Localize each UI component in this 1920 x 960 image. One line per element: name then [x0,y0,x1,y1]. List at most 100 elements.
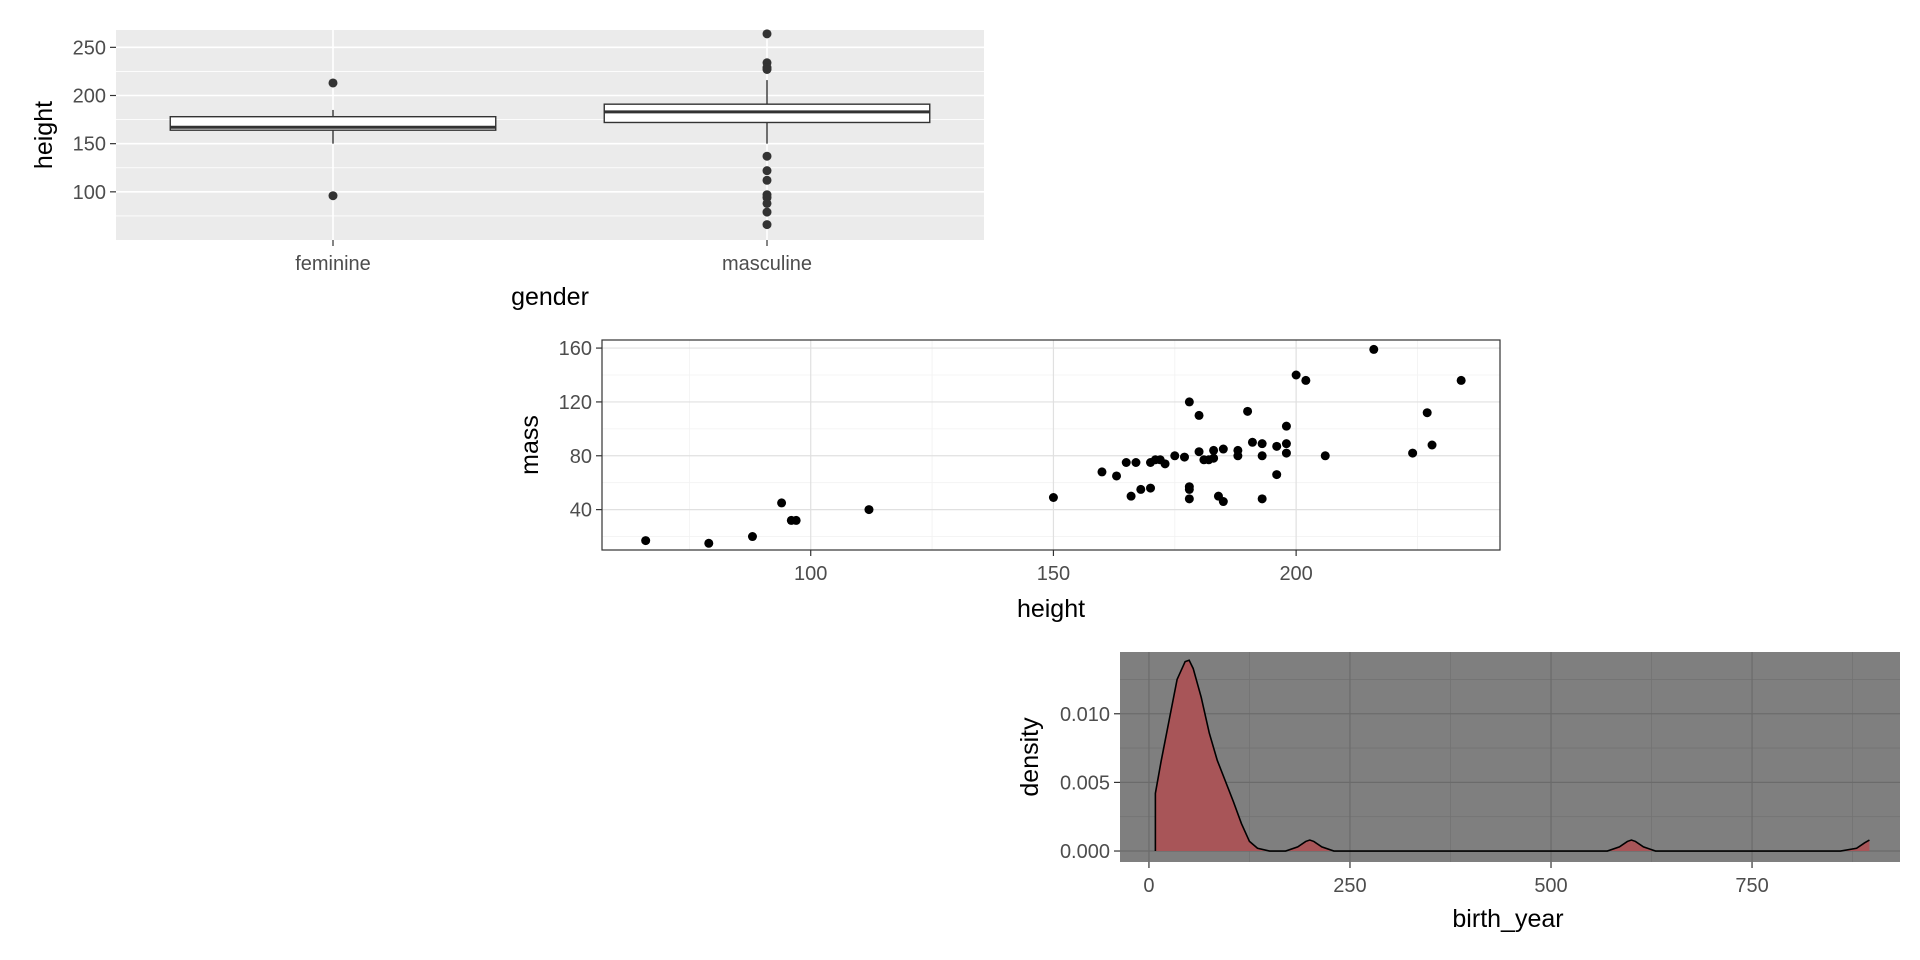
scatter-point [864,505,874,515]
y-tick-label: 250 [73,37,106,59]
x-tick-label: 250 [1333,875,1366,897]
y-tick-label: 120 [559,392,592,414]
scatter-point [777,498,787,508]
boxplot-boxes [169,29,931,230]
x-tick-label: 750 [1735,875,1768,897]
scatter-point [1184,494,1194,504]
scatter-point [1121,458,1131,467]
scatter-panel: 40 80 120 160 100 150 200 mass height [516,338,1501,623]
density-plot-background [1120,652,1900,862]
x-tick-label: 150 [1037,563,1070,585]
scatter-point [1257,451,1267,461]
outlier-point [762,175,772,185]
boxplot-x-axis: feminine masculine [295,240,812,275]
boxplot-y-axis-title: height [30,101,58,169]
outlier-point [328,191,338,201]
scatter-point [1218,497,1228,507]
outlier-point [762,207,772,217]
scatter-point [747,532,757,542]
scatter-point [704,538,714,548]
boxplot-plot-background [116,30,984,240]
scatter-point [1247,437,1257,447]
scatter-point [1218,444,1228,454]
scatter-point [1408,448,1418,458]
scatter-plot-background [602,340,1500,550]
boxplot-y-axis: 100 150 200 250 [73,37,116,204]
scatter-point [1209,453,1219,463]
scatter-point [1184,397,1194,407]
y-tick-label: 0.010 [1060,704,1110,726]
scatter-point [1369,344,1379,354]
x-tick-label: 500 [1534,875,1567,897]
scatter-point [1146,483,1156,493]
scatter-y-axis-title: mass [516,415,544,475]
scatter-point [1209,445,1219,455]
density-curve [1154,659,1870,852]
scatter-points [641,344,1466,548]
y-tick-label: 160 [559,338,592,360]
outlier-point [328,78,338,88]
scatter-gridlines [602,340,1500,550]
scatter-point [1257,439,1267,449]
density-y-axis-title: density [1016,717,1044,797]
x-tick-label: 0 [1143,875,1154,897]
x-tick-label: feminine [295,253,371,275]
scatter-point [1291,370,1301,380]
scatter-point [1194,410,1204,420]
density-x-axis: 0 250 500 750 [1143,862,1769,897]
y-tick-label: 100 [73,182,106,204]
scatter-point [1272,470,1282,480]
scatter-plot-border [601,339,1501,551]
outlier-point [762,198,772,208]
boxplot-panel: 100 150 200 250 feminine masculine height ge… [30,29,984,311]
y-tick-label: 200 [73,86,106,108]
scatter-point [1097,467,1107,477]
y-tick-label: 0.005 [1060,772,1110,794]
density-gridlines [1120,652,1900,862]
density-x-axis-title: birth_year [1452,905,1563,933]
box-masculine [603,29,931,230]
scatter-point [1233,451,1243,461]
scatter-point [1243,406,1253,416]
scatter-point [1427,440,1437,450]
scatter-point [1456,375,1466,385]
outlier-point [762,29,772,39]
boxplot-x-axis-title: gender [511,283,589,311]
density-panel: 0.000 0.005 0.010 0 250 500 750 density birth… [1016,652,1900,933]
scatter-point [641,536,651,546]
scatter-x-axis-title: height [1017,595,1085,623]
density-y-axis: 0.000 0.005 0.010 [1060,704,1120,863]
scatter-point [1422,408,1432,418]
scatter-point [1136,484,1146,494]
scatter-point [1048,493,1058,502]
scatter-point [1281,439,1291,449]
y-tick-label: 0.000 [1060,841,1110,863]
scatter-point [1112,471,1122,481]
outlier-point [762,151,772,161]
scatter-point [1126,491,1136,501]
scatter-point [1179,452,1189,462]
x-tick-label: 100 [794,563,827,585]
scatter-x-axis: 100 150 200 [794,550,1313,585]
density-fill [1155,660,1870,852]
y-tick-label: 80 [570,446,592,468]
scatter-point [1301,375,1311,385]
scatter-point [1170,451,1180,461]
scatter-point [791,515,801,525]
scatter-point [1257,494,1267,504]
y-tick-label: 40 [570,500,592,522]
scatter-point [1160,459,1170,469]
outlier-point [762,220,772,230]
scatter-y-axis: 40 80 120 160 [559,338,602,522]
scatter-point [1281,448,1291,458]
outlier-point [762,64,772,74]
scatter-point [1281,421,1291,431]
scatter-point [1194,447,1204,457]
scatter-point [1184,484,1194,494]
outlier-point [762,166,772,176]
box-feminine [169,78,497,201]
x-tick-label: 200 [1279,563,1312,585]
x-tick-label: masculine [722,253,812,275]
y-tick-label: 150 [73,134,106,156]
